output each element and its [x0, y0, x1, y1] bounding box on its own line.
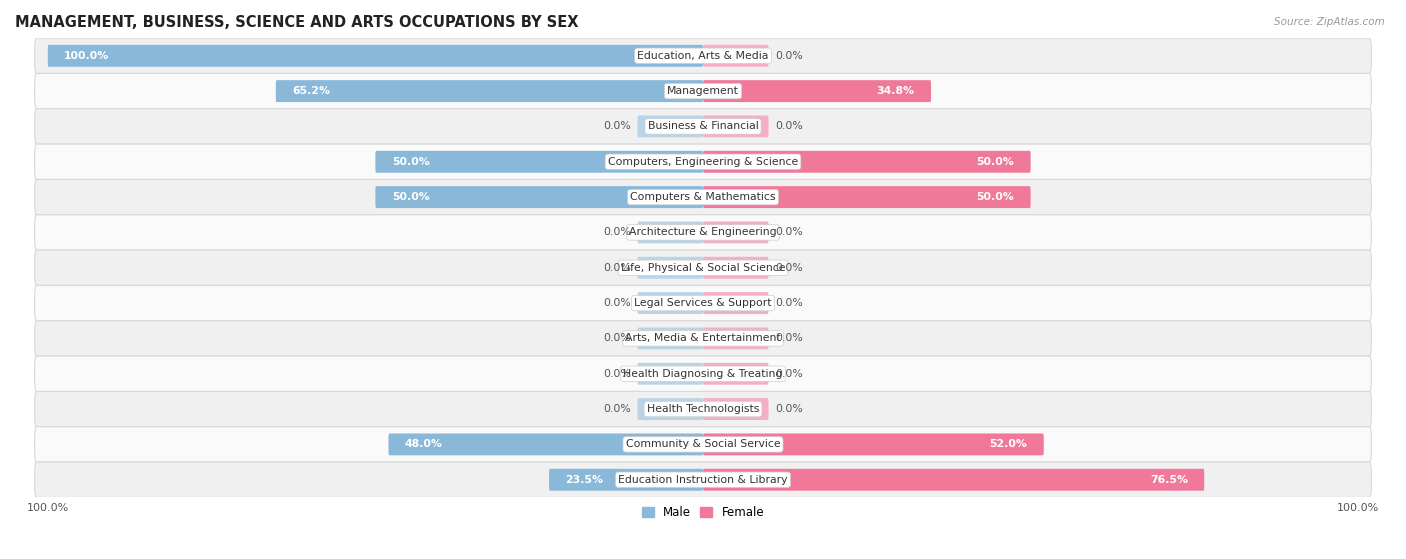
Text: Health Diagnosing & Treating: Health Diagnosing & Treating [623, 369, 783, 379]
Text: Legal Services & Support: Legal Services & Support [634, 298, 772, 308]
Text: Health Technologists: Health Technologists [647, 404, 759, 414]
Text: Arts, Media & Entertainment: Arts, Media & Entertainment [626, 333, 780, 343]
Text: 50.0%: 50.0% [977, 192, 1014, 202]
Text: 0.0%: 0.0% [603, 369, 631, 379]
FancyBboxPatch shape [375, 151, 703, 173]
FancyBboxPatch shape [35, 250, 1371, 286]
Text: 50.0%: 50.0% [392, 192, 429, 202]
Text: 0.0%: 0.0% [775, 121, 803, 131]
FancyBboxPatch shape [703, 398, 769, 420]
Text: 0.0%: 0.0% [775, 263, 803, 273]
Text: MANAGEMENT, BUSINESS, SCIENCE AND ARTS OCCUPATIONS BY SEX: MANAGEMENT, BUSINESS, SCIENCE AND ARTS O… [15, 15, 578, 30]
FancyBboxPatch shape [703, 363, 769, 385]
FancyBboxPatch shape [637, 328, 703, 349]
Text: Business & Financial: Business & Financial [648, 121, 758, 131]
FancyBboxPatch shape [703, 221, 769, 243]
FancyBboxPatch shape [637, 363, 703, 385]
Text: 76.5%: 76.5% [1150, 475, 1188, 485]
Text: 50.0%: 50.0% [977, 157, 1014, 167]
FancyBboxPatch shape [35, 179, 1371, 215]
FancyBboxPatch shape [703, 433, 1043, 456]
FancyBboxPatch shape [548, 469, 703, 491]
FancyBboxPatch shape [35, 144, 1371, 179]
Text: 0.0%: 0.0% [775, 228, 803, 238]
FancyBboxPatch shape [48, 45, 703, 67]
Text: 0.0%: 0.0% [775, 369, 803, 379]
FancyBboxPatch shape [703, 45, 769, 67]
FancyBboxPatch shape [375, 186, 703, 208]
FancyBboxPatch shape [35, 215, 1371, 250]
FancyBboxPatch shape [637, 221, 703, 243]
Text: 23.5%: 23.5% [565, 475, 603, 485]
Legend: Male, Female: Male, Female [637, 501, 769, 524]
Text: 0.0%: 0.0% [603, 121, 631, 131]
Text: Community & Social Service: Community & Social Service [626, 439, 780, 449]
FancyBboxPatch shape [703, 116, 769, 138]
Text: 0.0%: 0.0% [775, 298, 803, 308]
Text: Computers, Engineering & Science: Computers, Engineering & Science [607, 157, 799, 167]
FancyBboxPatch shape [703, 186, 1031, 208]
Text: 0.0%: 0.0% [775, 333, 803, 343]
FancyBboxPatch shape [703, 257, 769, 279]
FancyBboxPatch shape [35, 462, 1371, 498]
Text: Management: Management [666, 86, 740, 96]
FancyBboxPatch shape [637, 257, 703, 279]
Text: 0.0%: 0.0% [603, 228, 631, 238]
Text: 0.0%: 0.0% [603, 263, 631, 273]
FancyBboxPatch shape [637, 398, 703, 420]
Text: Architecture & Engineering: Architecture & Engineering [630, 228, 776, 238]
FancyBboxPatch shape [703, 469, 1205, 491]
Text: Life, Physical & Social Science: Life, Physical & Social Science [621, 263, 785, 273]
FancyBboxPatch shape [35, 73, 1371, 109]
FancyBboxPatch shape [35, 391, 1371, 427]
FancyBboxPatch shape [35, 356, 1371, 391]
Text: 0.0%: 0.0% [603, 298, 631, 308]
Text: 100.0%: 100.0% [65, 51, 110, 61]
FancyBboxPatch shape [703, 328, 769, 349]
Text: 0.0%: 0.0% [603, 404, 631, 414]
Text: 48.0%: 48.0% [405, 439, 443, 449]
FancyBboxPatch shape [35, 427, 1371, 462]
FancyBboxPatch shape [276, 80, 703, 102]
FancyBboxPatch shape [703, 80, 931, 102]
Text: 50.0%: 50.0% [392, 157, 429, 167]
Text: 0.0%: 0.0% [775, 51, 803, 61]
Text: Source: ZipAtlas.com: Source: ZipAtlas.com [1274, 17, 1385, 27]
Text: 52.0%: 52.0% [990, 439, 1028, 449]
FancyBboxPatch shape [637, 292, 703, 314]
FancyBboxPatch shape [637, 116, 703, 138]
Text: Computers & Mathematics: Computers & Mathematics [630, 192, 776, 202]
FancyBboxPatch shape [703, 292, 769, 314]
FancyBboxPatch shape [35, 286, 1371, 321]
Text: Education, Arts & Media: Education, Arts & Media [637, 51, 769, 61]
Text: 34.8%: 34.8% [877, 86, 915, 96]
FancyBboxPatch shape [35, 38, 1371, 73]
Text: 0.0%: 0.0% [775, 404, 803, 414]
FancyBboxPatch shape [35, 321, 1371, 356]
FancyBboxPatch shape [388, 433, 703, 456]
Text: Education Instruction & Library: Education Instruction & Library [619, 475, 787, 485]
FancyBboxPatch shape [35, 109, 1371, 144]
FancyBboxPatch shape [703, 151, 1031, 173]
Text: 0.0%: 0.0% [603, 333, 631, 343]
Text: 65.2%: 65.2% [292, 86, 330, 96]
